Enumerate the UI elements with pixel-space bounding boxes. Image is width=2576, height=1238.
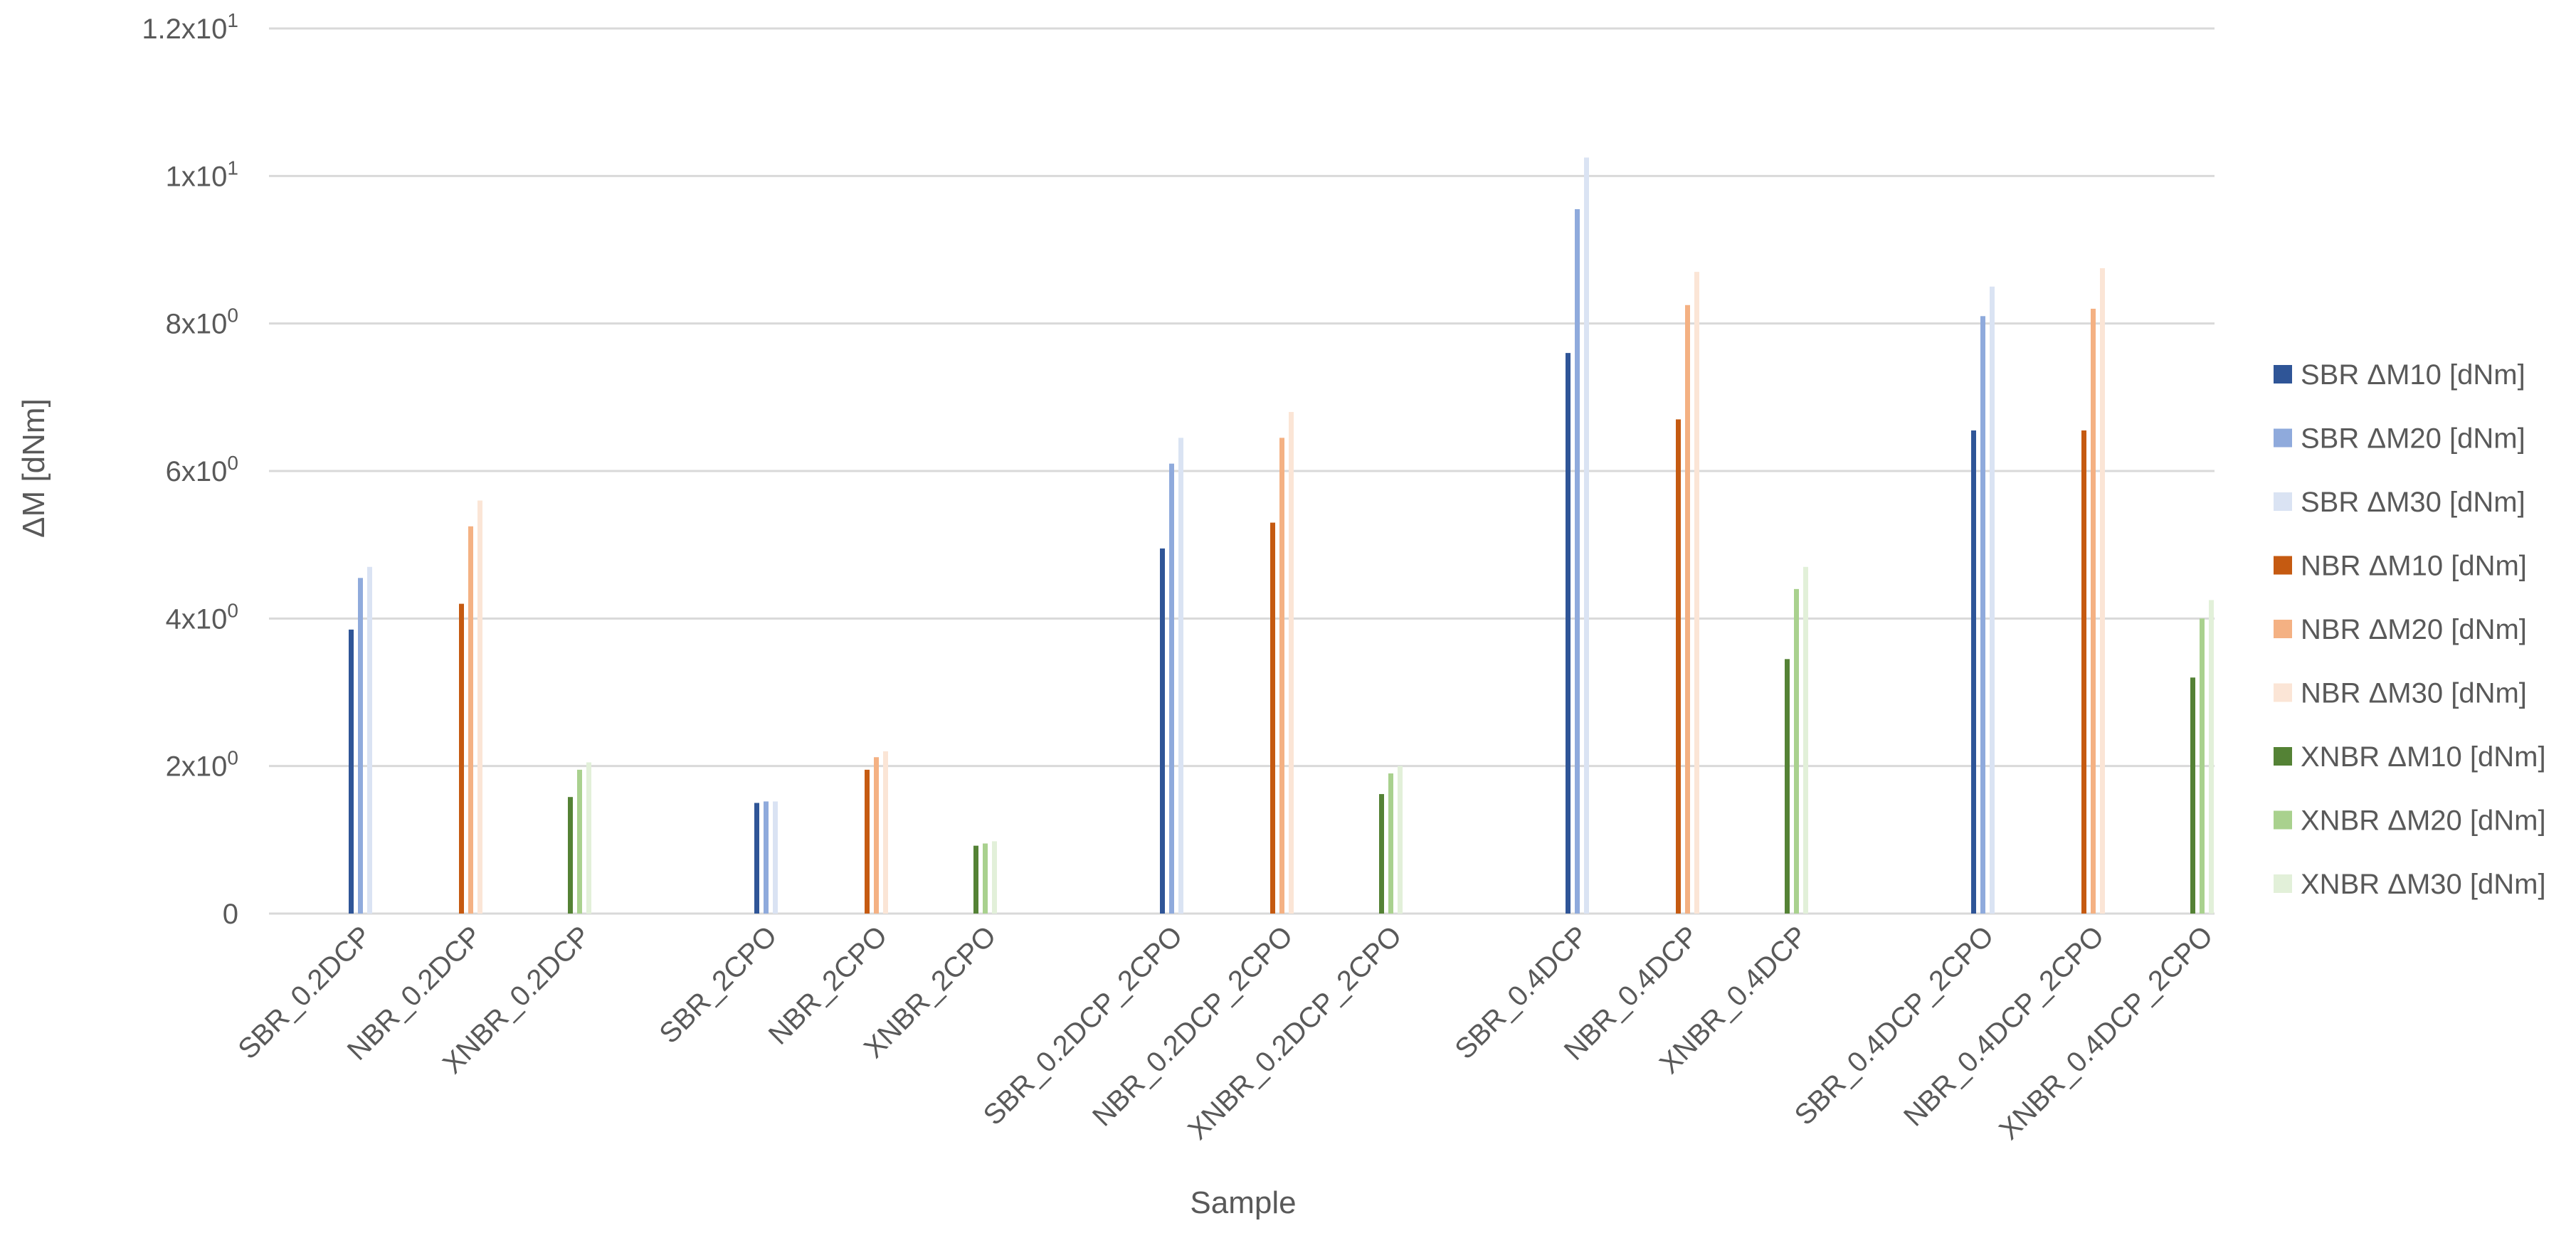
bar xyxy=(764,801,769,914)
legend-swatch xyxy=(2274,492,2292,511)
bar xyxy=(468,526,473,914)
legend-label: XNBR ΔM10 [dNm] xyxy=(2301,741,2546,773)
bar xyxy=(1398,766,1403,914)
legend-label: NBR ΔM20 [dNm] xyxy=(2301,614,2527,645)
bar xyxy=(367,566,372,914)
bar xyxy=(1990,286,1995,914)
bar xyxy=(983,843,988,914)
bar xyxy=(1566,353,1571,914)
bar xyxy=(1803,566,1808,914)
bar xyxy=(358,578,363,914)
bar xyxy=(568,797,573,914)
legend-label: SBR ΔM10 [dNm] xyxy=(2301,359,2525,391)
bar xyxy=(883,751,888,914)
y-tick-label: 1.2x101 xyxy=(142,9,238,45)
bar xyxy=(992,841,997,914)
bar xyxy=(754,803,759,914)
legend-swatch xyxy=(2274,365,2292,383)
legend-swatch xyxy=(2274,874,2292,893)
bar xyxy=(1279,438,1284,914)
bar xyxy=(586,762,591,914)
bar xyxy=(349,629,354,914)
x-tick-label: XNBR_0.2DCP_2CPO xyxy=(1182,920,1408,1146)
legend-label: SBR ΔM20 [dNm] xyxy=(2301,423,2525,455)
bar xyxy=(1169,463,1174,914)
y-tick-label: 1x101 xyxy=(166,157,238,192)
bar xyxy=(874,757,879,914)
bar xyxy=(1676,419,1681,914)
y-tick-label: 4x100 xyxy=(166,599,238,635)
bar xyxy=(1160,548,1165,914)
x-tick-label: SBR_0.2DCP_2CPO xyxy=(978,920,1189,1131)
x-tick-label: SBR_0.4DCP_2CPO xyxy=(1789,920,2000,1131)
bar xyxy=(1289,412,1294,914)
legend-swatch xyxy=(2274,620,2292,638)
legend-label: XNBR ΔM20 [dNm] xyxy=(2301,805,2546,837)
bar xyxy=(773,801,778,914)
y-axis: 0 2x100 4x100 6x100 8x100 1x101 1.2x101 xyxy=(142,9,238,930)
bar xyxy=(2200,618,2205,914)
x-tick-label: XNBR_0.4DCP_2CPO xyxy=(1993,920,2219,1146)
bar xyxy=(2209,600,2214,914)
x-tick-label: NBR_0.4DCP_2CPO xyxy=(1898,920,2110,1132)
bar xyxy=(1980,316,1985,914)
y-axis-title: ΔM [dNm] xyxy=(16,398,51,538)
y-tick-label: 8x100 xyxy=(166,305,238,340)
bar xyxy=(577,769,582,914)
y-tick-label: 0 xyxy=(223,899,238,930)
bar xyxy=(1685,305,1690,914)
bar xyxy=(1694,272,1699,914)
x-axis-title: Sample xyxy=(1190,1185,1296,1220)
legend-label: NBR ΔM30 [dNm] xyxy=(2301,678,2527,709)
plot-area xyxy=(349,157,2214,914)
legend-label: SBR ΔM30 [dNm] xyxy=(2301,487,2525,518)
bar xyxy=(865,769,870,914)
legend-swatch xyxy=(2274,683,2292,702)
bar xyxy=(2100,268,2105,914)
bar xyxy=(1785,659,1790,914)
bar xyxy=(477,500,482,914)
y-tick-label: 2x100 xyxy=(166,747,238,783)
bar xyxy=(2081,430,2086,914)
bar xyxy=(1584,157,1589,914)
bar xyxy=(1379,794,1384,914)
legend-label: NBR ΔM10 [dNm] xyxy=(2301,551,2527,582)
legend-swatch xyxy=(2274,747,2292,766)
bar xyxy=(1388,773,1393,914)
bar xyxy=(1270,522,1275,914)
bar xyxy=(1575,208,1580,914)
bar xyxy=(2190,677,2195,914)
legend-swatch xyxy=(2274,556,2292,575)
legend-swatch xyxy=(2274,810,2292,830)
bar xyxy=(1794,588,1799,914)
gridlines xyxy=(269,27,2215,915)
legend: SBR ΔM10 [dNm] SBR ΔM20 [dNm] SBR ΔM30 [dN… xyxy=(2274,359,2546,900)
bar xyxy=(973,845,978,914)
bar xyxy=(1971,430,1976,914)
bar xyxy=(459,603,464,914)
bar xyxy=(1178,438,1183,914)
y-tick-label: 6x100 xyxy=(166,452,238,487)
bar xyxy=(2091,308,2096,914)
legend-label: XNBR ΔM30 [dNm] xyxy=(2301,869,2546,900)
x-tick-label: NBR_0.2DCP_2CPO xyxy=(1087,920,1299,1132)
legend-swatch xyxy=(2274,428,2292,448)
